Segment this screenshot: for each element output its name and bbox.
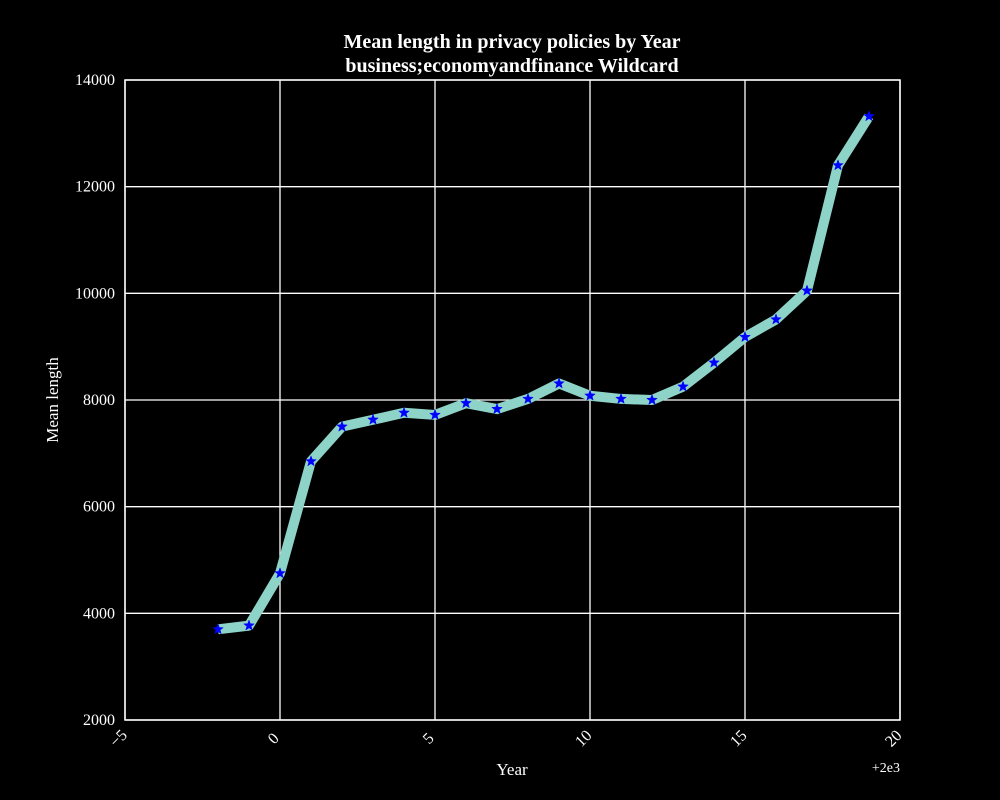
data-point-marker [429,408,441,420]
x-tick-label: 15 [727,727,750,750]
data-point-marker [832,159,844,171]
data-point-marker [584,389,596,401]
y-tick-label: 8000 [83,392,115,409]
y-tick-label: 6000 [83,499,115,516]
plot-frame [124,79,901,721]
y-axis-label: Mean length [43,357,62,443]
data-point-marker [739,330,751,343]
data-point-marker [305,455,317,467]
x-tick-label: −5 [107,727,131,751]
x-tick-label: 10 [572,727,595,750]
y-tick-label: 10000 [75,285,115,302]
data-point-marker [398,406,410,418]
series-layer [212,110,875,635]
data-point-marker [708,356,720,368]
data-point-marker [646,393,658,406]
y-tick-label: 2000 [83,712,115,729]
data-point-marker [615,392,627,404]
x-offset-label: +2e3 [872,761,900,776]
data-point-marker [212,623,224,635]
y-tick-label: 4000 [83,605,115,622]
data-point-marker [770,313,782,325]
data-point-marker [677,380,689,392]
data-point-marker [522,392,534,404]
data-point-marker [460,396,472,409]
x-tick-label: 0 [265,730,283,748]
data-point-marker [243,619,255,631]
data-point-marker [863,110,875,122]
data-point-marker [553,377,565,389]
data-point-marker [491,402,503,415]
tick-labels: −5 0 5 10 15 20 2000 4000 6000 8000 10000 12000 1400… [75,72,905,751]
chart-subtitle: business;economyandfinance Wildcard [345,55,678,77]
chart-title: Mean length in privacy policies by Year [343,31,680,53]
data-point-marker [367,413,379,425]
x-tick-label: 5 [420,730,438,748]
y-tick-label: 14000 [75,72,115,89]
data-point-marker [274,567,286,579]
x-tick-label: 20 [882,727,905,750]
data-point-marker [801,284,813,296]
y-tick-label: 12000 [75,179,115,196]
x-axis-label: Year [496,760,528,779]
data-point-marker [336,420,348,432]
series-line [217,113,874,635]
